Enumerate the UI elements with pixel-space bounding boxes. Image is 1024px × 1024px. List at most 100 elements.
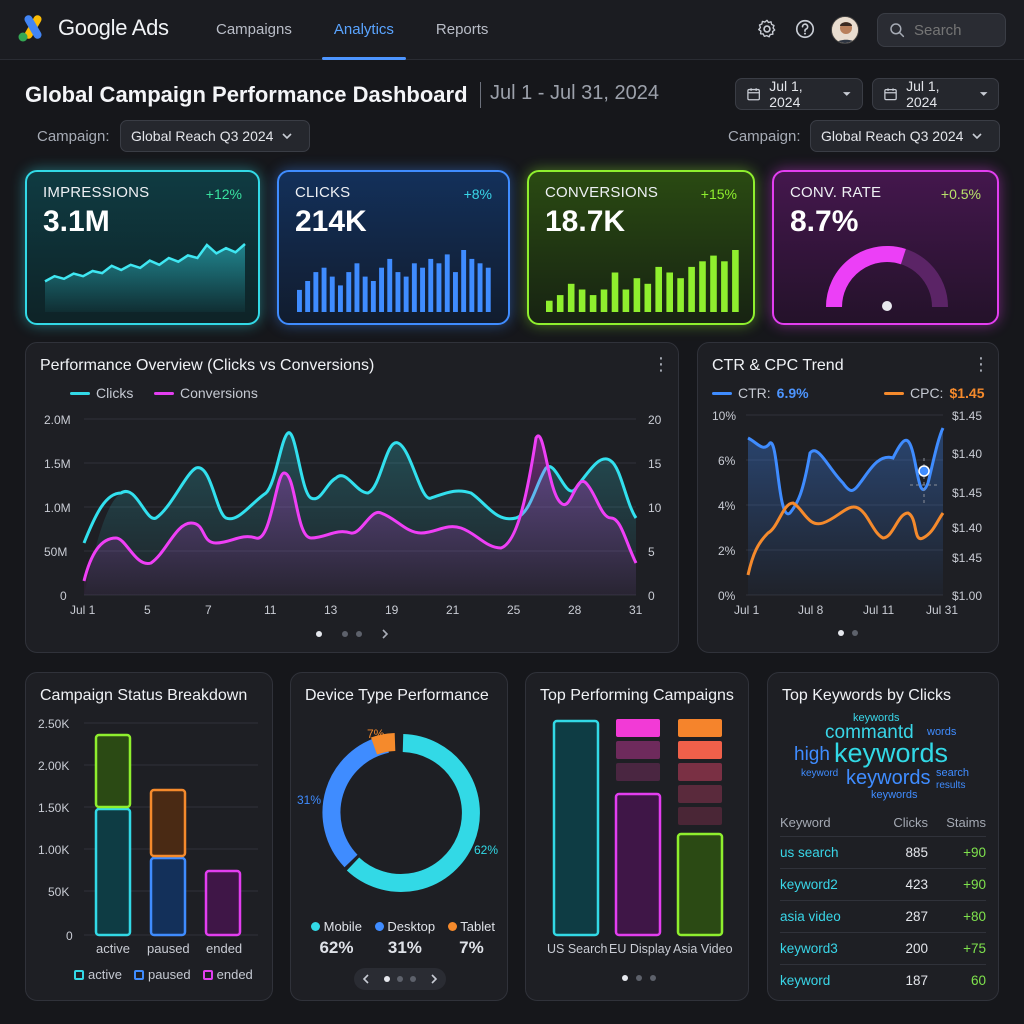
y-right-tick: 10 [648, 501, 662, 515]
user-photo-icon [832, 17, 858, 43]
cloud-word[interactable]: high [794, 744, 830, 765]
kpi-conversions[interactable]: CONVERSIONS +15% 18.7K [527, 170, 755, 325]
ctr-cpc-chart [746, 414, 945, 596]
clicks-spark-bar [403, 276, 409, 312]
bar-us-search[interactable] [552, 719, 600, 937]
campaign-select-right[interactable]: Global Reach Q3 2024 [810, 120, 1000, 152]
col-clicks[interactable]: Clicks [893, 814, 928, 830]
clicks-spark-bar [485, 267, 491, 312]
status-title: Campaign Status Breakdown [40, 687, 248, 704]
search-box[interactable] [877, 13, 1006, 47]
cpc-y-tick: $1.45 [952, 486, 983, 500]
carousel-pager[interactable] [354, 968, 446, 990]
table-row[interactable]: us search 885 +90 [780, 836, 986, 868]
bar-active-top[interactable] [94, 733, 132, 809]
col-keyword[interactable]: Keyword [780, 814, 831, 830]
legend-mobile[interactable]: Mobile 62% [311, 919, 362, 958]
bar-ended[interactable] [204, 869, 242, 937]
conversions-spark-bar [611, 272, 619, 312]
bar-paused-top[interactable] [149, 788, 187, 858]
gear-icon[interactable] [756, 18, 778, 40]
table-row[interactable]: keyword2 423 +90 [780, 868, 986, 900]
col-change[interactable]: Staims [946, 814, 986, 830]
kpi-conversions-value: 18.7K [545, 205, 626, 238]
donut-tablet[interactable] [370, 733, 396, 755]
legend-conversions[interactable]: Conversions [154, 385, 258, 401]
clicks-spark-bar [329, 276, 335, 312]
bar-eu-display[interactable] [614, 792, 662, 937]
kpi-clicks-delta: +8% [463, 186, 492, 202]
status-x-label: ended [206, 941, 243, 956]
table-row[interactable]: keyword 187 60 [780, 964, 986, 996]
legend-desktop[interactable]: Desktop 31% [374, 919, 435, 958]
kpi-conv-rate-label: CONV. RATE [790, 184, 882, 201]
legend-cpc[interactable]: CPC: $1.45 [884, 385, 985, 401]
legend-clicks-label: Clicks [96, 385, 134, 401]
start-date-picker[interactable]: Jul 1, 2024 [735, 78, 863, 110]
donut-mobile[interactable] [346, 734, 480, 892]
conversions-spark-bar [578, 289, 586, 312]
avatar[interactable] [831, 16, 859, 44]
kpi-clicks[interactable]: CLICKS +8% 214K [277, 170, 510, 325]
segment [678, 785, 722, 803]
cloud-word[interactable]: keywords [871, 789, 918, 801]
bar-active-base[interactable] [94, 807, 132, 937]
legend-ctr[interactable]: CTR: 6.9% [712, 385, 809, 401]
kpi-conversions-delta: +15% [700, 186, 737, 202]
bar-paused-base[interactable] [149, 856, 187, 937]
carousel-pager[interactable] [311, 626, 393, 642]
carousel-pager[interactable] [836, 628, 860, 638]
cloud-word[interactable]: keywords [834, 738, 949, 768]
legend-clicks[interactable]: Clicks [70, 385, 133, 401]
keywords-table: Keyword Clicks Staims us search 885 +90 ke… [780, 808, 986, 996]
clicks-spark-bar [297, 289, 302, 312]
conversions-line [82, 434, 638, 582]
legend-tablet[interactable]: Tablet 7% [447, 919, 495, 958]
more-options-icon[interactable]: ⋮ [652, 354, 670, 374]
chevron-down-icon [972, 133, 983, 140]
cloud-word[interactable]: commantd [825, 722, 914, 743]
tablet-value: 7% [459, 938, 484, 957]
legend-swatch [202, 969, 213, 980]
more-options-icon[interactable]: ⋮ [972, 354, 990, 374]
clicks-spark-bar [420, 267, 425, 312]
cloud-word[interactable]: keywords [853, 712, 900, 724]
cloud-word[interactable]: results [936, 780, 966, 791]
help-icon[interactable] [794, 18, 816, 40]
nav-analytics[interactable]: Analytics [321, 0, 406, 60]
cloud-word[interactable]: words [927, 726, 957, 738]
end-date-picker[interactable]: Jul 1, 2024 [872, 78, 999, 110]
kpi-conv-rate[interactable]: CONV. RATE +0.5% 8.7% [772, 170, 999, 325]
y-right-tick: 5 [648, 545, 655, 559]
legend-paused[interactable]: paused [147, 967, 191, 982]
keywords-title: Top Keywords by Clicks [782, 687, 951, 704]
segment [678, 741, 722, 759]
ctr-cpc-panel: CTR & CPC Trend ⋮ CTR: 6.9% CPC: $1.45 1… [697, 342, 999, 653]
table-row[interactable]: asia video 287 +80 [780, 900, 986, 932]
cloud-word[interactable]: keywords [846, 767, 931, 789]
cloud-word[interactable]: search [936, 767, 970, 779]
kpi-impressions[interactable]: IMPRESSIONS +12% 3.1M [25, 170, 260, 325]
clicks-spark-bar [313, 272, 319, 312]
nav-campaigns[interactable]: Campaigns [216, 21, 292, 38]
carousel-pager[interactable] [620, 973, 664, 983]
donut-desktop[interactable] [322, 735, 390, 868]
google-ads-logo[interactable]: Google Ads [18, 14, 169, 42]
ctr-cpc-title: CTR & CPC Trend [712, 357, 844, 374]
segment [616, 741, 660, 759]
legend-ended[interactable]: ended [216, 967, 253, 982]
legend-active[interactable]: active [88, 967, 122, 982]
bar-asia-video[interactable] [676, 832, 724, 937]
cloud-word[interactable]: keyword [801, 768, 839, 779]
clicks-cell: 423 [905, 877, 928, 892]
table-row[interactable]: keyword3 200 +75 [780, 932, 986, 964]
nav-reports[interactable]: Reports [435, 21, 489, 38]
y-left-tick: 0 [60, 589, 67, 603]
x-tick: 5 [144, 603, 151, 617]
ctr-x-tick: Jul 11 [863, 603, 895, 617]
ctr-hover-point[interactable] [918, 465, 930, 477]
status-y-tick: 1.00K [38, 843, 70, 857]
campaign-select-left[interactable]: Global Reach Q3 2024 [120, 120, 310, 152]
search-input[interactable] [914, 21, 1004, 39]
clicks-spark-bar [444, 254, 450, 312]
